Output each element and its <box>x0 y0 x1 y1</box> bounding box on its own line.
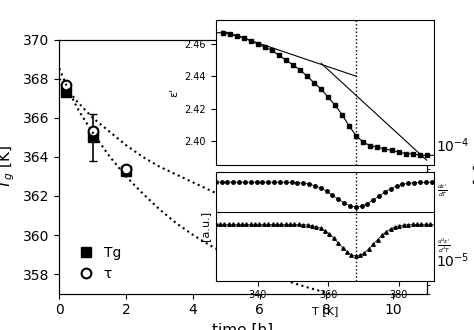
Legend: Tg, τ: Tg, τ <box>66 241 127 287</box>
X-axis label: T [K]: T [K] <box>311 306 338 316</box>
Y-axis label: $T_g$ [K]: $T_g$ [K] <box>0 145 18 189</box>
Y-axis label: ε': ε' <box>169 88 179 97</box>
Text: $\frac{d\varepsilon'}{dT}$: $\frac{d\varepsilon'}{dT}$ <box>437 182 448 199</box>
Y-axis label: [a.u.]: [a.u.] <box>200 211 210 241</box>
Text: $\frac{d^2\varepsilon'}{d^2T}$: $\frac{d^2\varepsilon'}{d^2T}$ <box>437 236 451 254</box>
X-axis label: time [h]: time [h] <box>212 323 273 330</box>
Y-axis label: τ [s]: τ [s] <box>472 149 474 184</box>
